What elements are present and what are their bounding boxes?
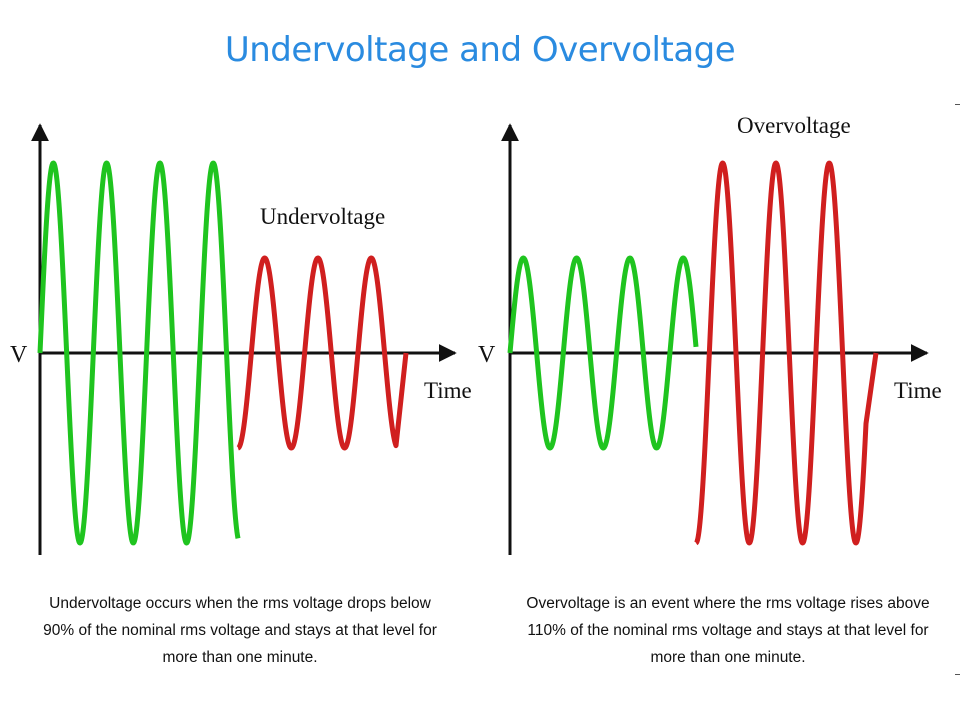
edge-mark: [955, 104, 960, 105]
undervoltage-diagram: Undervoltage V Time: [0, 100, 480, 570]
normal-voltage-wave: [37, 160, 241, 546]
overvoltage-diagram: Overvoltage V Time: [470, 100, 950, 570]
normal-voltage-wave: [507, 255, 699, 451]
undervoltage-wave: [236, 255, 409, 451]
caption-line: more than one minute.: [162, 649, 318, 666]
y-axis-label: V: [478, 342, 496, 368]
overvoltage-label: Overvoltage: [737, 113, 851, 138]
caption-line: more than one minute.: [650, 649, 806, 666]
page-title: Undervoltage and Overvoltage: [224, 30, 736, 70]
caption-line: 90% of the nominal rms voltage and stays…: [43, 622, 437, 639]
undervoltage-label: Undervoltage: [260, 204, 385, 229]
undervoltage-caption: Undervoltage occurs when the rms voltage…: [30, 590, 450, 671]
caption-line: 110% of the nominal rms voltage and stay…: [527, 622, 929, 639]
overvoltage-wave: [694, 160, 879, 546]
overvoltage-waveform-svg: Overvoltage V Time: [478, 113, 942, 555]
caption-line: Overvoltage is an event where the rms vo…: [526, 595, 930, 612]
edge-mark: [955, 674, 960, 675]
y-axis-label: V: [10, 342, 28, 368]
undervoltage-waveform-svg: Undervoltage V Time: [10, 123, 472, 555]
overvoltage-caption: Overvoltage is an event where the rms vo…: [518, 590, 938, 671]
caption-line: Undervoltage occurs when the rms voltage…: [49, 595, 431, 612]
x-axis-label: Time: [894, 378, 942, 403]
x-axis-label: Time: [424, 378, 472, 403]
